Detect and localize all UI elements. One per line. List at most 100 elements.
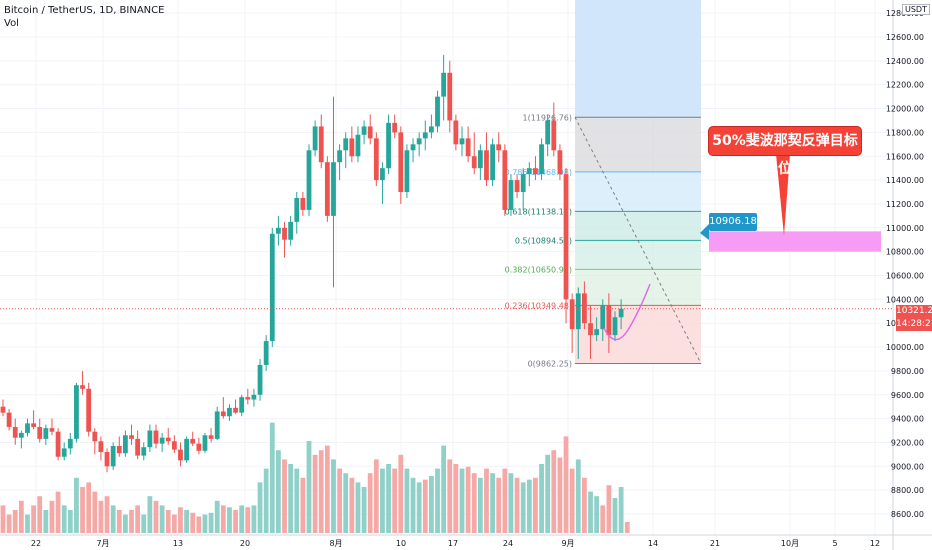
volume-bar	[588, 491, 593, 533]
candle-body	[92, 431, 98, 442]
candle-body	[86, 388, 92, 432]
candle-body	[18, 432, 24, 438]
volume-bar	[386, 464, 391, 533]
fib-level-label: 0(9862.25)	[528, 359, 572, 368]
candle-body	[147, 430, 153, 448]
volume-bar	[135, 505, 141, 533]
candle-body	[123, 435, 128, 454]
volume-bar	[606, 485, 612, 533]
candle-body	[490, 144, 495, 181]
volume-bar	[367, 473, 373, 533]
candle-body	[306, 150, 312, 210]
candle-body	[276, 227, 281, 234]
candle-body	[484, 150, 489, 181]
candle-body	[337, 150, 342, 163]
candle-body	[37, 426, 43, 439]
candle-body	[74, 385, 79, 439]
target-price-tag[interactable]: 10906.18	[709, 213, 757, 231]
candle-body	[153, 430, 159, 444]
volume-bar	[74, 477, 79, 533]
fib-zone-top	[575, 0, 701, 118]
currency-label[interactable]: USDT	[902, 4, 930, 15]
volume-bar	[282, 459, 287, 533]
x-tick-label: 10月	[781, 539, 799, 548]
y-tick-label: 12400.00	[886, 57, 924, 66]
fib-zone	[575, 269, 701, 306]
volume-bar	[496, 477, 502, 533]
x-tick-label: 22	[31, 539, 41, 548]
volume-bar	[318, 450, 324, 533]
volume-bar	[202, 514, 208, 533]
volume-bar	[569, 468, 575, 533]
volume-bar	[0, 505, 6, 533]
y-tick-label: 9200.00	[891, 438, 924, 447]
volume-bar	[361, 487, 367, 533]
volume-bar	[110, 505, 116, 533]
candle-body	[533, 168, 538, 175]
volume-bar	[153, 500, 159, 533]
candle-body	[110, 446, 116, 467]
candle-body	[104, 451, 110, 467]
volume-bar	[263, 468, 269, 533]
candle-body	[508, 180, 514, 210]
volume-bar	[306, 441, 312, 533]
candle-body	[447, 72, 453, 121]
y-tick-label: 10800.00	[886, 248, 924, 257]
candle-body	[245, 397, 251, 400]
volume-bar	[55, 491, 61, 533]
x-tick-label: 20	[240, 539, 250, 548]
volume-legend: Vol	[4, 18, 19, 29]
y-tick-label: 11000.00	[886, 224, 924, 233]
x-tick-label: 10	[396, 539, 406, 548]
volume-bar	[80, 487, 85, 533]
candle-body	[526, 168, 532, 175]
volume-bar	[178, 507, 183, 533]
volume-bar	[233, 510, 238, 533]
candle-body	[43, 428, 49, 439]
volume-bar	[508, 473, 514, 533]
volume-bar	[447, 459, 453, 533]
candle-body	[208, 435, 214, 439]
volume-bar	[190, 512, 196, 533]
volume-bar	[557, 457, 563, 533]
candle-body	[588, 323, 593, 336]
x-tick-label: 12	[870, 539, 880, 548]
candle-body	[196, 443, 202, 451]
volume-bar	[294, 468, 300, 533]
x-tick-label: 13	[173, 539, 183, 548]
volume-bar	[67, 510, 73, 533]
candle-body	[202, 435, 208, 451]
candle-body	[0, 406, 6, 413]
y-tick-label: 9000.00	[891, 462, 924, 471]
volume-bar	[453, 464, 459, 533]
projection-curve	[603, 283, 651, 341]
y-tick-label: 11600.00	[886, 152, 924, 161]
candle-body	[398, 132, 404, 193]
candle-body	[227, 407, 232, 417]
candle-body	[355, 134, 361, 157]
candle-body	[606, 305, 612, 336]
candle-body	[257, 364, 263, 395]
volume-bar	[25, 514, 30, 533]
candle-body	[600, 305, 606, 330]
volume-bar	[471, 473, 477, 533]
volume-bar	[398, 454, 404, 533]
candle-body	[129, 435, 134, 439]
volume-bar	[123, 514, 128, 533]
volume-bar	[239, 505, 245, 533]
volume-bar	[269, 422, 275, 533]
volume-bar	[514, 477, 520, 533]
candle-body	[453, 120, 459, 145]
volume-bar	[612, 498, 618, 533]
volume-bar	[312, 454, 318, 533]
candle-body	[380, 168, 385, 181]
volume-bar	[92, 491, 98, 533]
candle-body	[410, 144, 416, 151]
volume-bar	[539, 464, 544, 533]
candle-body	[582, 293, 587, 324]
y-tick-label: 9600.00	[891, 391, 924, 400]
fib-target-callout[interactable]: 50%斐波那契反弹目标位	[708, 126, 862, 177]
candle-body	[31, 423, 36, 427]
y-tick-label: 11200.00	[886, 200, 924, 209]
